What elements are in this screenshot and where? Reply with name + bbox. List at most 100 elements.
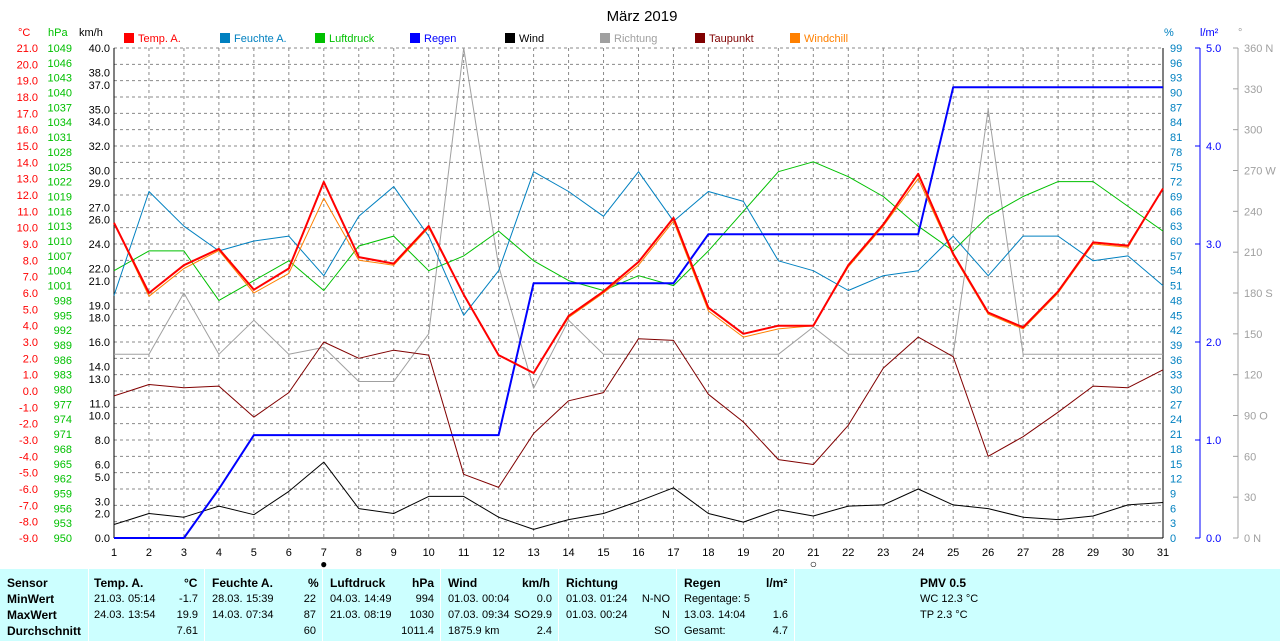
y-tick-temp: -8.0 (19, 517, 38, 529)
x-tick-label: 15 (597, 547, 609, 559)
y-tick-humidity: 33 (1170, 370, 1182, 382)
x-tick-label: 23 (877, 547, 889, 559)
stats-direction-min-time: 01:24 (600, 593, 628, 605)
stats-temp-header: Temp. A. (94, 576, 144, 590)
y-tick-temp: 12.0 (17, 190, 38, 202)
chart-axes: 1 2 3 4 5 6 7 8 9 10 11 12 13 14 15 16 17 18 19 20 21 22 23 24 2… (17, 43, 1277, 568)
y-tick-humidity: 54 (1170, 266, 1182, 278)
stats-col-pmv: PMV 0.5 WC 12.3 °C TP 2.3 °C (794, 569, 1280, 641)
statistics-panel: Sensor MinWert MaxWert Durchschnitt Temp… (0, 569, 1280, 641)
stats-col-wind: Wind km/h 01.03. 00:04 0.0 07.03. 09:34 … (440, 569, 559, 641)
y-tick-humidity: 9 (1170, 488, 1176, 500)
x-tick-label: 21 (807, 547, 819, 559)
x-tick-label: 6 (286, 547, 292, 559)
y-tick-pressure: 992 (54, 325, 72, 337)
y-tick-pressure: 983 (54, 370, 72, 382)
x-tick-label: 10 (423, 547, 435, 559)
y-tick-wind: 10.0 (89, 411, 110, 423)
stats-wind-min-time: 00:04 (482, 593, 510, 605)
legend-swatch-wind (505, 33, 515, 43)
y-tick-wind: 0.0 (95, 533, 110, 545)
y-tick-pressure: 1034 (48, 117, 72, 129)
y-tick-pressure: 950 (54, 533, 72, 545)
y-tick-direction: 300 (1244, 125, 1262, 137)
legend-label-direction: Richtung (614, 33, 657, 45)
x-tick-label: 16 (632, 547, 644, 559)
y-tick-direction: 330 (1244, 84, 1262, 96)
y-tick-humidity: 3 (1170, 518, 1176, 530)
stats-temp-min-value: -1.7 (179, 593, 198, 605)
y-tick-temp: -4.0 (19, 451, 38, 463)
y-tick-humidity: 45 (1170, 310, 1182, 322)
stats-temp-unit: °C (184, 576, 198, 590)
y-tick-humidity: 60 (1170, 236, 1182, 248)
y-tick-wind: 38.0 (89, 68, 110, 80)
y-tick-pressure: 959 (54, 488, 72, 500)
x-tick-label: 7 (321, 547, 327, 559)
stats-rain-max-date: 13.03. (684, 609, 715, 621)
y-tick-humidity: 66 (1170, 206, 1182, 218)
y-tick-wind: 19.0 (89, 300, 110, 312)
y-tick-direction: 150 (1244, 329, 1262, 341)
y-tick-rain: 2.0 (1206, 337, 1221, 349)
y-tick-wind: 2.0 (95, 509, 110, 521)
stats-humidity-max-value: 87 (303, 609, 316, 621)
y-tick-wind: 29.0 (89, 178, 110, 190)
y-tick-wind: 37.0 (89, 80, 110, 92)
y-tick-temp: 5.0 (23, 304, 38, 316)
y-tick-direction: 240 (1244, 206, 1262, 218)
legend-swatch-humidity (220, 33, 230, 43)
y-tick-pressure: 953 (54, 518, 72, 530)
y-tick-humidity: 18 (1170, 444, 1182, 456)
x-tick-label: 27 (1017, 547, 1029, 559)
unit-rain: l/m² (1200, 27, 1219, 39)
y-tick-humidity: 21 (1170, 429, 1182, 441)
y-tick-pressure: 1037 (48, 102, 72, 114)
x-tick-label: 19 (737, 547, 749, 559)
stats-pressure-min-date: 04.03. (330, 593, 361, 605)
y-tick-temp: -5.0 (19, 468, 38, 480)
stats-row-max-label: MaxWert (7, 608, 57, 622)
y-tick-humidity: 6 (1170, 503, 1176, 515)
y-tick-pressure: 1022 (48, 177, 72, 189)
y-tick-temp: 21.0 (17, 43, 38, 55)
x-tick-label: 8 (356, 547, 362, 559)
stats-row-avg-label: Durchschnitt (7, 624, 82, 638)
y-tick-direction: 90 O (1244, 411, 1268, 423)
y-tick-pressure: 1010 (48, 236, 72, 248)
y-tick-humidity: 90 (1170, 88, 1182, 100)
y-tick-wind: 6.0 (95, 460, 110, 472)
series-line-direction (114, 47, 1163, 389)
y-tick-wind: 18.0 (89, 313, 110, 325)
y-tick-temp: -1.0 (19, 402, 38, 414)
legend-swatch-dew (695, 33, 705, 43)
stats-wind-header: Wind (448, 576, 478, 590)
y-tick-humidity: 81 (1170, 132, 1182, 144)
stats-pressure-max-date: 21.03. (330, 609, 361, 621)
y-tick-humidity: 78 (1170, 147, 1182, 159)
y-tick-rain: 1.0 (1206, 435, 1221, 447)
y-tick-direction: 210 (1244, 247, 1262, 259)
y-tick-wind: 14.0 (89, 362, 110, 374)
y-tick-humidity: 75 (1170, 162, 1182, 174)
y-tick-humidity: 69 (1170, 191, 1182, 203)
series-line-temp (113, 172, 1164, 374)
y-tick-temp: 4.0 (23, 321, 38, 333)
stats-wind-min-date: 01.03. (448, 593, 479, 605)
stats-humidity-min-value: 22 (303, 593, 316, 605)
stats-temp-avg: 7.61 (176, 625, 198, 637)
stats-rain-header: Regen (684, 576, 721, 590)
series-line-humidity (113, 171, 1164, 316)
y-tick-humidity: 36 (1170, 355, 1182, 367)
stats-rain-total-value: 4.7 (772, 625, 788, 637)
stats-col-direction: Richtung 01.03. 01:24 N-NO 01.03. 00:24 … (558, 569, 677, 641)
stats-humidity-header: Feuchte A. (212, 576, 273, 590)
y-tick-humidity: 30 (1170, 385, 1182, 397)
stats-pressure-max-value: 1030 (409, 609, 434, 621)
y-tick-direction: 120 (1244, 370, 1262, 382)
stats-humidity-unit: % (308, 576, 319, 590)
y-tick-wind: 24.0 (89, 239, 110, 251)
stats-col-sensor: Sensor MinWert MaxWert Durchschnitt (0, 569, 89, 641)
y-tick-pressure: 1043 (48, 73, 72, 85)
y-tick-wind: 13.0 (89, 374, 110, 386)
